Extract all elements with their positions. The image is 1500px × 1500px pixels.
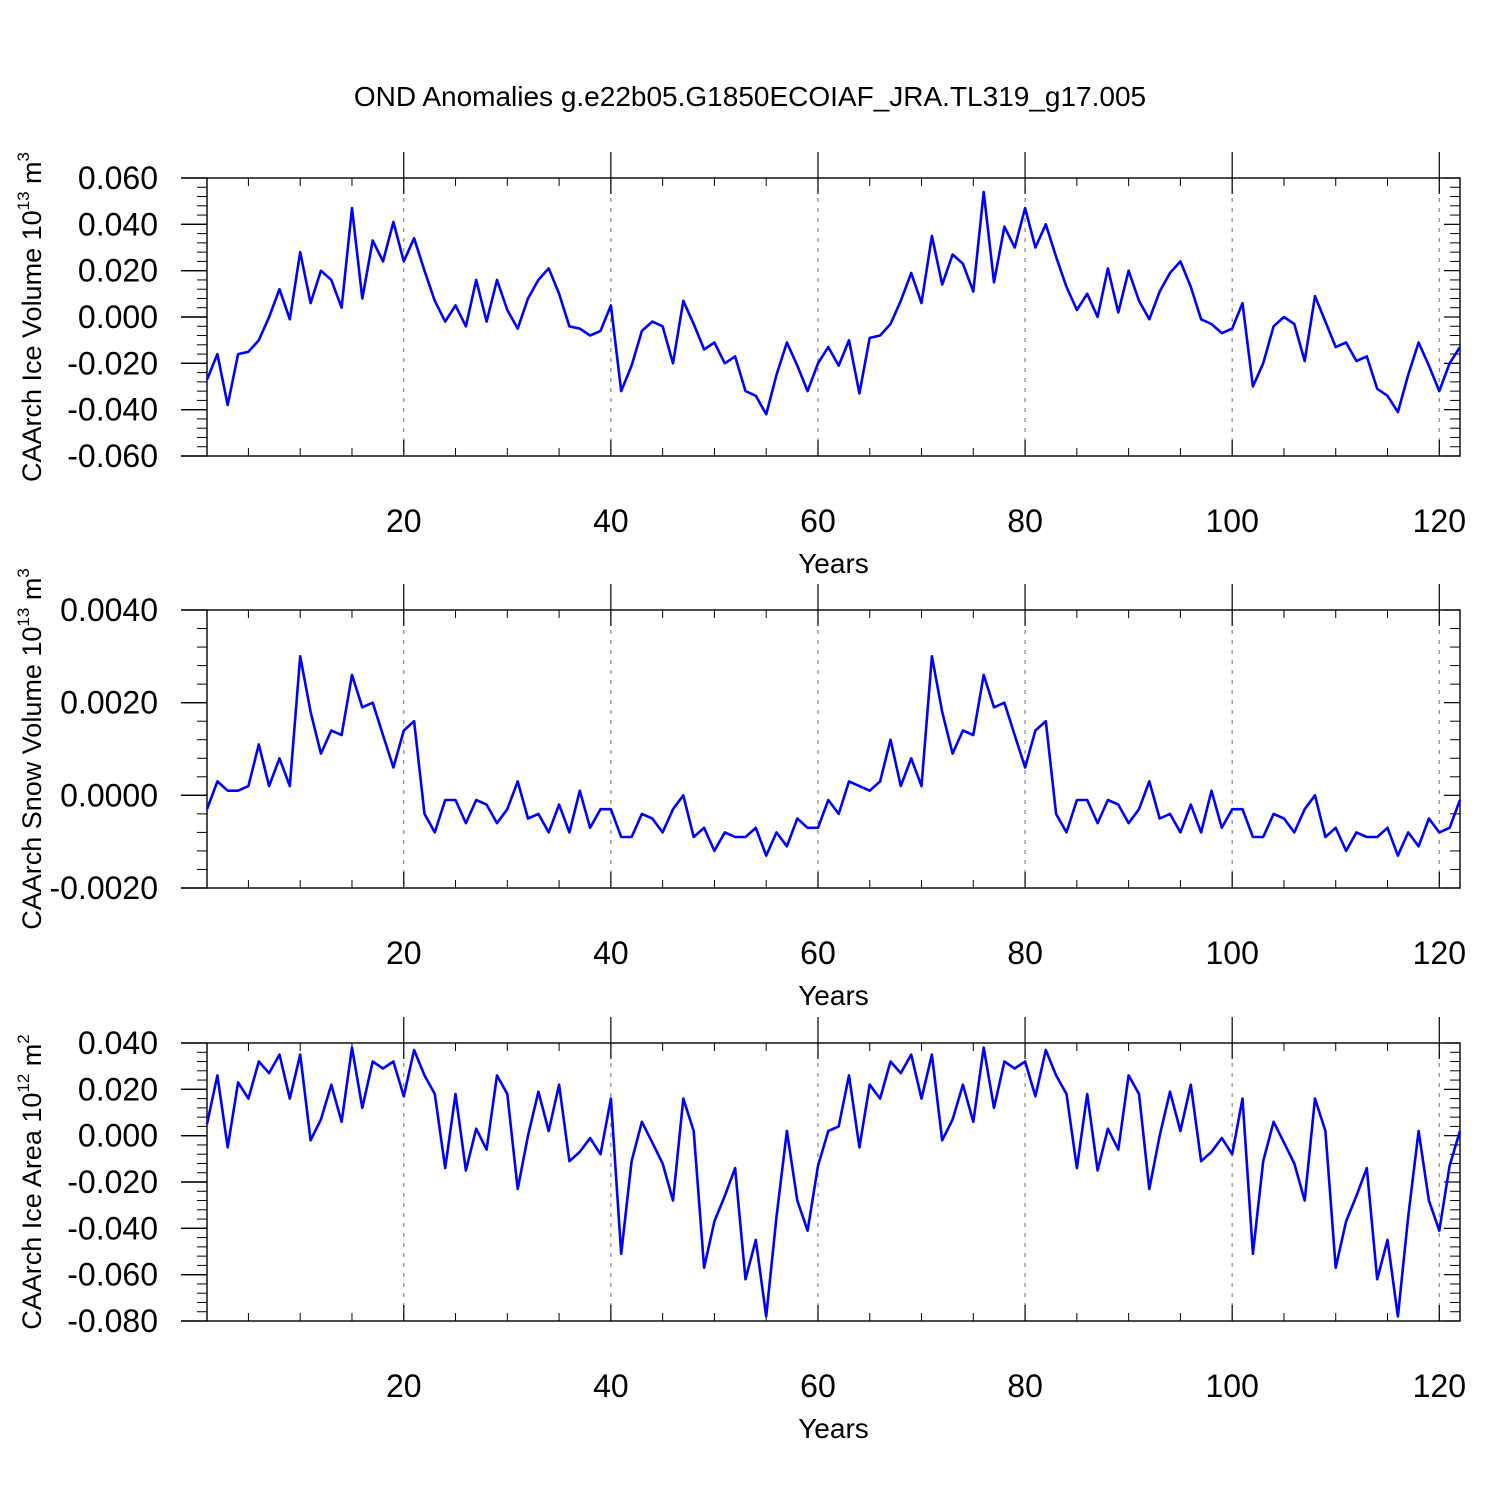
plot-frame (206, 1042, 1461, 1322)
x-tick-label: 20 (386, 503, 422, 539)
x-tick-label: 80 (1007, 935, 1043, 971)
panel-snow-volume: 20 40 60 80 100 120 -0.0020 0.0000 0.0020 0.0040 Y… (14, 568, 1466, 1011)
y-tick-label: -0.060 (67, 438, 158, 474)
x-axis-label: Years (798, 1413, 869, 1444)
x-tick-label: 80 (1007, 1368, 1043, 1404)
y-tick-label: -0.080 (67, 1303, 158, 1339)
y-tick-label: 0.000 (78, 299, 158, 335)
x-tick-label: 20 (386, 1368, 422, 1404)
x-tick-label: 100 (1205, 503, 1258, 539)
y-tick-label: 0.0000 (60, 777, 158, 813)
x-tick-label: 40 (593, 503, 629, 539)
x-tick-label: 120 (1413, 503, 1466, 539)
x-tick-label: 60 (800, 503, 836, 539)
y-tick-label: -0.020 (67, 345, 158, 381)
panels: 20 40 60 80 100 120 -0.060 -0.040 -0.020 0.000 0.0… (14, 152, 1466, 1444)
y-tick-label: 0.020 (78, 253, 158, 289)
y-tick-label: -0.060 (67, 1257, 158, 1293)
panel-ice-volume: 20 40 60 80 100 120 -0.060 -0.040 -0.020 0.000 0.0… (14, 152, 1466, 579)
y-tick-label: 0.0040 (60, 592, 158, 628)
y-axis-label: CAArch Snow Volume 1013 m3 (14, 568, 47, 930)
x-tick-label: 40 (593, 935, 629, 971)
series-line-snow-volume (205, 654, 1462, 857)
figure-title: OND Anomalies g.e22b05.G1850ECOIAF_JRA.T… (354, 81, 1146, 112)
x-tick-label: 120 (1413, 935, 1466, 971)
y-tick-label: 0.0020 (60, 685, 158, 721)
x-tick-label: 60 (800, 1368, 836, 1404)
plot-frame (206, 609, 1461, 889)
x-tick-label: 100 (1205, 935, 1258, 971)
y-tick-label: 0.040 (78, 1025, 158, 1061)
x-axis-label: Years (798, 548, 869, 579)
series-line-ice-area (205, 1046, 1462, 1318)
x-tick-label: 60 (800, 935, 836, 971)
y-tick-label: -0.040 (67, 1210, 158, 1246)
y-tick-label: 0.000 (78, 1118, 158, 1154)
x-axis-label: Years (798, 980, 869, 1011)
x-tick-label: 100 (1205, 1368, 1258, 1404)
plot-frame (206, 177, 1461, 457)
x-tick-label: 20 (386, 935, 422, 971)
series-line-ice-volume (205, 190, 1462, 416)
panel-ice-area: 20 40 60 80 100 120 -0.080 -0.060 -0.040 -0.020 0.… (14, 1017, 1466, 1444)
y-tick-label: 0.040 (78, 206, 158, 242)
x-tick-label: 40 (593, 1368, 629, 1404)
y-tick-label: 0.060 (78, 160, 158, 196)
x-tick-label: 80 (1007, 503, 1043, 539)
y-tick-label: -0.0020 (49, 870, 158, 906)
y-tick-label: -0.020 (67, 1164, 158, 1200)
y-axis-label: CAArch Ice Area 1012 m2 (14, 1034, 47, 1330)
y-tick-label: -0.040 (67, 392, 158, 428)
y-tick-label: 0.020 (78, 1071, 158, 1107)
y-axis-label: CAArch Ice Volume 1013 m3 (14, 152, 47, 482)
x-tick-label: 120 (1413, 1368, 1466, 1404)
